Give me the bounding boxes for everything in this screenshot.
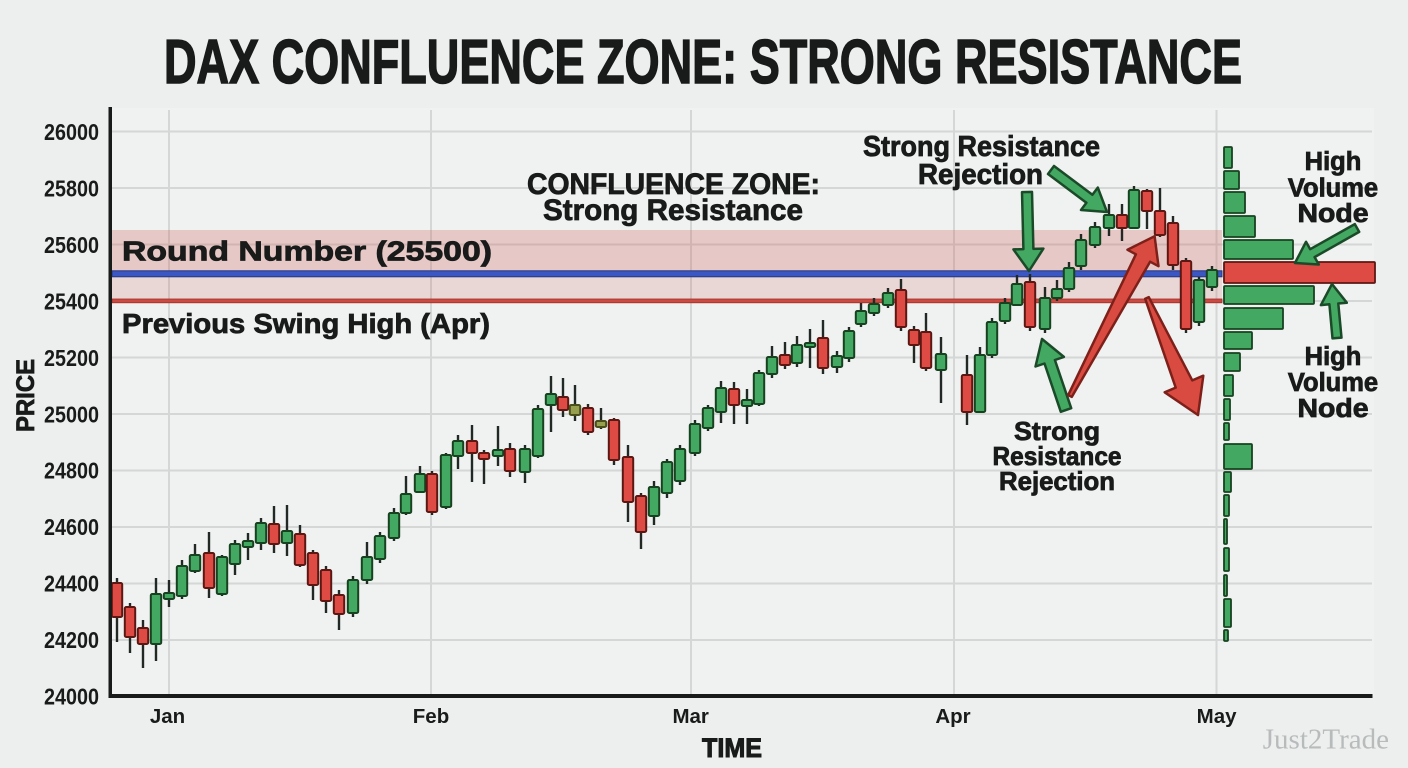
svg-text:Apr: Apr [935, 705, 970, 728]
svg-text:25600: 25600 [44, 232, 99, 258]
svg-text:Jan: Jan [150, 705, 185, 728]
svg-text:Mar: Mar [672, 705, 708, 728]
svg-text:Feb: Feb [413, 705, 449, 728]
svg-text:DAX CONFLUENCE ZONE: STRONG RE: DAX CONFLUENCE ZONE: STRONG RESISTANCE [164, 28, 1242, 97]
svg-text:Strong: Strong [1014, 416, 1100, 446]
svg-text:24600: 24600 [44, 514, 99, 540]
svg-text:24400: 24400 [44, 571, 99, 597]
svg-text:CONFLUENCE ZONE:: CONFLUENCE ZONE: [527, 168, 820, 201]
svg-text:24200: 24200 [44, 627, 99, 653]
svg-text:High: High [1305, 148, 1362, 176]
svg-text:25200: 25200 [44, 345, 99, 371]
svg-text:Rejection: Rejection [918, 159, 1043, 191]
svg-text:25000: 25000 [44, 401, 99, 427]
svg-text:Node: Node [1298, 200, 1369, 228]
svg-text:26000: 26000 [44, 119, 99, 145]
svg-text:25400: 25400 [44, 288, 99, 314]
svg-text:TIME: TIME [702, 733, 762, 763]
svg-text:24800: 24800 [44, 458, 99, 484]
svg-text:Round Number (25500): Round Number (25500) [122, 236, 492, 267]
svg-text:Volume: Volume [1288, 369, 1378, 397]
svg-text:May: May [1197, 705, 1237, 728]
svg-text:24000: 24000 [44, 684, 99, 710]
svg-text:Resistance: Resistance [993, 441, 1122, 471]
svg-text:Previous Swing High (Apr): Previous Swing High (Apr) [122, 308, 490, 339]
svg-text:High: High [1305, 343, 1362, 371]
svg-text:Strong Resistance: Strong Resistance [863, 131, 1100, 163]
svg-text:Volume: Volume [1288, 175, 1378, 203]
svg-text:25800: 25800 [44, 175, 99, 201]
svg-text:Rejection: Rejection [999, 466, 1115, 496]
svg-text:Just2Trade: Just2Trade [1263, 724, 1389, 756]
svg-text:PRICE: PRICE [12, 359, 40, 432]
svg-text:Node: Node [1298, 395, 1369, 423]
svg-text:Strong Resistance: Strong Resistance [543, 194, 803, 227]
